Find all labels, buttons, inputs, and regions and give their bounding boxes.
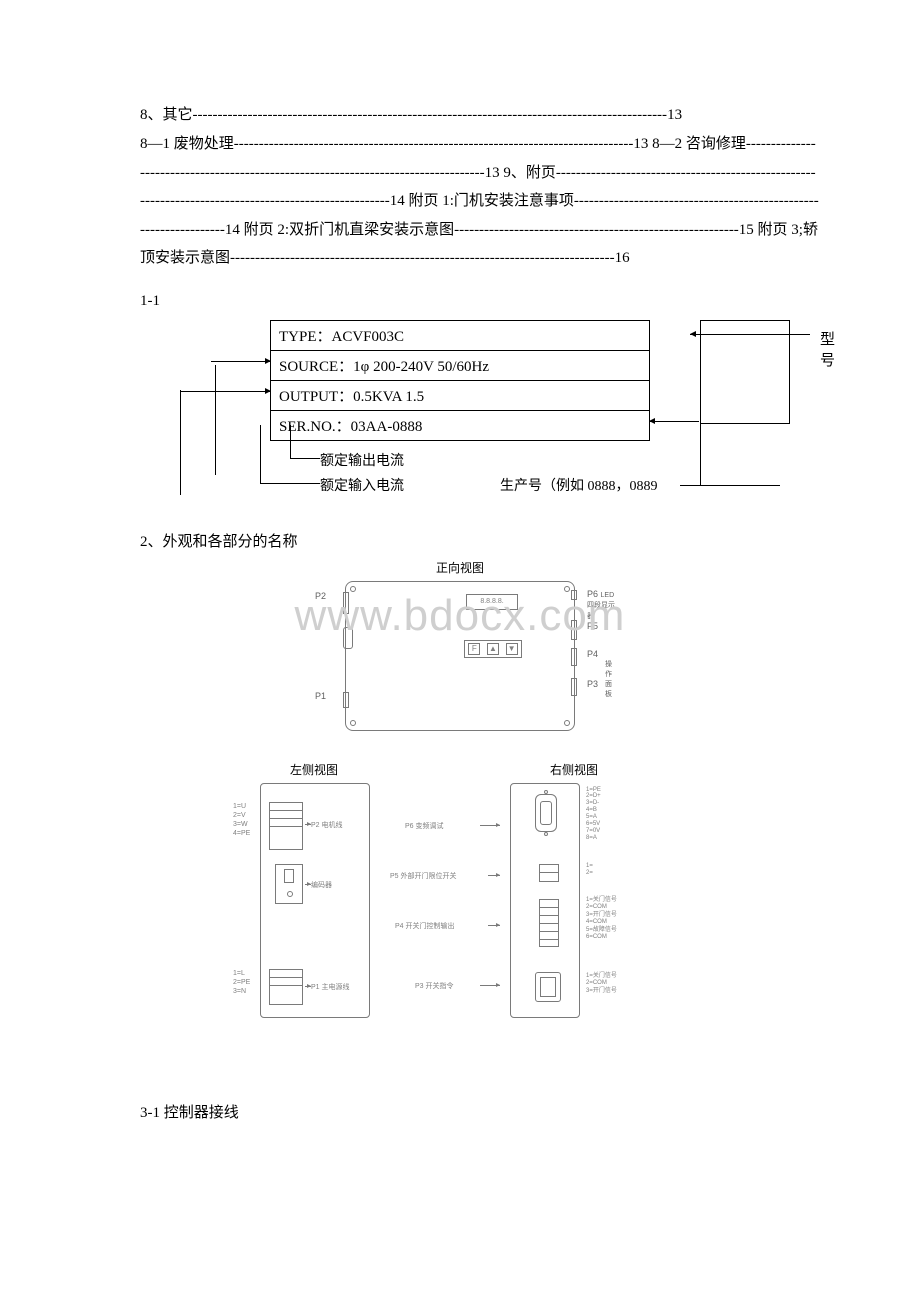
screw-icon bbox=[564, 586, 570, 592]
mid-p6-label: P6 变频调试 bbox=[405, 821, 444, 831]
left-view-title: 左侧视图 bbox=[290, 761, 338, 778]
arrow-icon bbox=[181, 391, 271, 392]
nameplate-source-text: SOURCE：1φ 200-240V 50/60Hz bbox=[279, 359, 489, 375]
led-display: 8.8.8.8. bbox=[466, 594, 518, 610]
lead-line bbox=[180, 390, 181, 495]
encoder-label: 编码器 bbox=[311, 880, 332, 890]
lead-line bbox=[700, 410, 701, 485]
lead-line bbox=[290, 425, 291, 458]
connector-p3 bbox=[571, 678, 577, 696]
port-p5 bbox=[539, 864, 559, 882]
nameplate-row-output: OUTPUT：0.5KVA 1.5 bbox=[271, 381, 649, 411]
arrow-icon bbox=[488, 875, 500, 876]
arrow-icon bbox=[480, 825, 500, 826]
label-input-current: 额定输入电流 bbox=[320, 475, 404, 495]
btn-down: ▼ bbox=[506, 643, 518, 655]
arrow-icon bbox=[305, 884, 311, 885]
label-p5: P5 bbox=[587, 621, 598, 631]
toc-page-8: 13 bbox=[667, 107, 682, 123]
label-serial-number: 生产号（例如 0888，0889 bbox=[500, 475, 658, 495]
p6-text: P6 bbox=[587, 589, 598, 599]
connector-p1 bbox=[343, 692, 349, 708]
button-panel: F ▲ ▼ bbox=[464, 640, 522, 658]
label-output-current: 额定输出电流 bbox=[320, 450, 404, 470]
nameplate-type-text: TYPE：ACVF003C bbox=[279, 329, 404, 345]
lead-line bbox=[260, 483, 320, 484]
btn-f: F bbox=[468, 643, 480, 655]
toc-block: 8—1 废物处理--------------------------------… bbox=[100, 130, 820, 273]
arrow-icon bbox=[488, 925, 500, 926]
nameplate-side-box bbox=[700, 320, 790, 424]
label-model: 型号 bbox=[820, 328, 835, 370]
section-2-heading: 2、外观和各部分的名称 bbox=[100, 530, 820, 551]
document-page: 8、其它------------------------------------… bbox=[0, 0, 920, 1162]
nameplate-row-serial: SER.NO.：03AA-0888 bbox=[271, 411, 649, 440]
r-p3-pins: 1=关门信号 2=COM 3=开门信号 bbox=[586, 973, 617, 996]
label-p3: P3 bbox=[587, 679, 598, 689]
arrow-icon bbox=[305, 986, 311, 987]
connector-p5 bbox=[571, 620, 577, 640]
right-view-title: 右侧视图 bbox=[550, 761, 598, 778]
label-p4-desc: 操作面板 bbox=[605, 659, 615, 699]
arrow-icon bbox=[649, 421, 699, 422]
right-side-box bbox=[510, 783, 580, 1018]
nameplate-row-source: SOURCE：1φ 200-240V 50/60Hz bbox=[271, 351, 649, 381]
section-1-1: 1-1 bbox=[100, 293, 820, 310]
label-p2: P2 bbox=[315, 591, 326, 601]
lead-line bbox=[215, 365, 216, 475]
r-p6-pins: 1=PE 2=D+ 3=D- 4=B 5=A 6=5V 7=0V 8=A bbox=[586, 787, 601, 842]
db9-port bbox=[535, 794, 557, 832]
screw-icon bbox=[350, 720, 356, 726]
nameplate-serial-text: SER.NO.：03AA-0888 bbox=[279, 419, 422, 435]
controller-box: 8.8.8.8. F ▲ ▼ bbox=[345, 581, 575, 731]
port-p4 bbox=[539, 899, 559, 947]
lead-line bbox=[290, 458, 320, 459]
p1-pins: 1=L 2=PE 3=N bbox=[233, 969, 250, 996]
nameplate-output-text: OUTPUT：0.5KVA 1.5 bbox=[279, 389, 424, 405]
terminal-p2 bbox=[269, 802, 303, 850]
label-p4: P4 bbox=[587, 649, 598, 659]
section-3-1-heading: 3-1 控制器接线 bbox=[100, 1101, 820, 1122]
label-p6: P6 LED四段显示器 bbox=[587, 589, 615, 621]
toc-merged-text: 8—1 废物处理--------------------------------… bbox=[140, 130, 820, 273]
mid-p4-label: P4 开关门控制输出 bbox=[395, 921, 455, 931]
arrow-icon bbox=[690, 334, 810, 335]
diagram-area: www.bdocx.com 正向视图 8.8.8.8. F ▲ ▼ bbox=[200, 561, 720, 1041]
p1-label: P1 主电源线 bbox=[311, 982, 350, 992]
p2-pins: 1=U 2=V 3=W 4=PE bbox=[233, 802, 250, 838]
toc-line-8: 8、其它------------------------------------… bbox=[100, 100, 820, 130]
encoder-port bbox=[275, 864, 303, 904]
left-side-box: 1=U 2=V 3=W 4=PE P2 电机线 编码器 1=L 2=PE 3=N… bbox=[260, 783, 370, 1018]
btn-up: ▲ bbox=[487, 643, 499, 655]
r-p4-pins: 1=关门信号 2=COM 3=开门信号 4=COM 5=故障信号 6=COM bbox=[586, 897, 617, 942]
connector-mid bbox=[343, 627, 353, 649]
connector-p2 bbox=[343, 592, 349, 614]
lead-line bbox=[260, 425, 261, 483]
r-p5-pins: 1= 2= bbox=[586, 863, 593, 879]
nameplate-diagram: TYPE：ACVF003C SOURCE：1φ 200-240V 50/60Hz… bbox=[140, 320, 780, 500]
screw-icon bbox=[564, 720, 570, 726]
p2-label: P2 电机线 bbox=[311, 820, 343, 830]
screw-icon bbox=[350, 586, 356, 592]
side-views-diagram: 左侧视图 右侧视图 1=U 2=V 3=W 4=PE P2 电机线 编码器 bbox=[230, 761, 690, 1041]
arrow-icon bbox=[305, 824, 311, 825]
mid-p3-label: P3 开关指令 bbox=[415, 981, 454, 991]
front-view-title: 正向视图 bbox=[436, 559, 484, 576]
toc-text-8: 8、其它 bbox=[140, 107, 193, 123]
nameplate-row-type: TYPE：ACVF003C bbox=[271, 321, 649, 351]
arrow-icon bbox=[211, 361, 271, 362]
connector-p4 bbox=[571, 648, 577, 666]
port-p3 bbox=[535, 972, 561, 1002]
front-view-diagram: 正向视图 8.8.8.8. F ▲ ▼ bbox=[305, 561, 615, 741]
nameplate-table: TYPE：ACVF003C SOURCE：1φ 200-240V 50/60Hz… bbox=[270, 320, 650, 441]
arrow-icon bbox=[480, 985, 500, 986]
mid-p5-label: P5 外部开门限位开关 bbox=[390, 871, 457, 881]
db9-inner bbox=[540, 801, 552, 825]
lead-line bbox=[680, 485, 780, 486]
terminal-p1 bbox=[269, 969, 303, 1005]
connector-p6 bbox=[571, 590, 577, 600]
label-p1: P1 bbox=[315, 691, 326, 701]
